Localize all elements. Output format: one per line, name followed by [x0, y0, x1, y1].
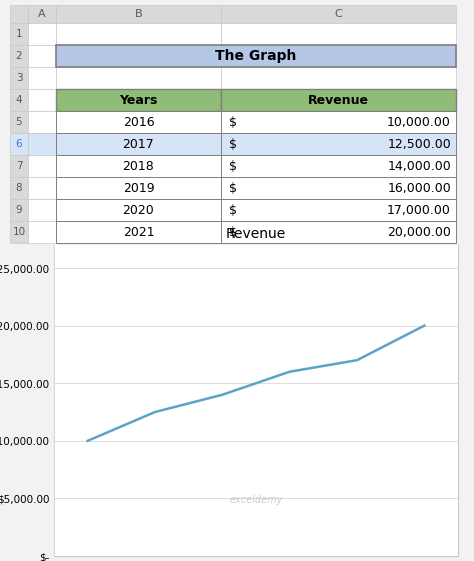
Text: $: $ — [229, 182, 237, 195]
Bar — [56, 45, 456, 67]
Text: 14,000.00: 14,000.00 — [387, 159, 451, 172]
Bar — [28, 133, 56, 155]
Bar — [221, 5, 456, 23]
Text: 3: 3 — [16, 73, 22, 83]
Bar — [56, 133, 221, 155]
Text: 2017: 2017 — [123, 137, 155, 150]
Bar — [221, 133, 456, 155]
Bar — [221, 199, 456, 221]
Text: 2019: 2019 — [123, 182, 155, 195]
Bar — [28, 199, 56, 221]
Text: exceldemy: exceldemy — [229, 495, 283, 505]
Bar — [56, 177, 221, 199]
Text: $: $ — [229, 204, 237, 217]
Text: 10: 10 — [12, 227, 26, 237]
Bar — [10, 221, 28, 243]
Text: 2020: 2020 — [123, 204, 155, 217]
Bar — [56, 111, 221, 133]
Bar — [221, 155, 456, 177]
Bar — [54, 245, 458, 556]
Bar — [56, 67, 221, 89]
Bar — [221, 23, 456, 45]
Title: Revenue: Revenue — [226, 227, 286, 241]
Text: The Graph: The Graph — [215, 49, 297, 63]
Bar — [221, 89, 456, 111]
Text: $: $ — [229, 137, 237, 150]
Bar — [221, 177, 456, 199]
Bar — [221, 89, 456, 111]
Bar — [28, 111, 56, 133]
Bar — [221, 111, 456, 133]
Bar — [10, 67, 28, 89]
Text: $: $ — [229, 116, 237, 128]
Bar — [28, 89, 56, 111]
Text: 2018: 2018 — [123, 159, 155, 172]
Text: 2016: 2016 — [123, 116, 155, 128]
Bar — [56, 199, 221, 221]
Bar — [221, 45, 456, 67]
Text: 2021: 2021 — [123, 226, 155, 238]
Bar — [56, 111, 221, 133]
Bar — [221, 111, 456, 133]
Bar — [10, 111, 28, 133]
Text: A: A — [38, 9, 46, 19]
Bar — [10, 177, 28, 199]
Bar — [28, 155, 56, 177]
Bar — [56, 89, 221, 111]
Bar — [56, 5, 221, 23]
Bar — [56, 23, 221, 45]
Bar — [221, 67, 456, 89]
Bar — [28, 177, 56, 199]
Bar — [28, 221, 56, 243]
Bar — [10, 89, 28, 111]
Bar — [56, 221, 221, 243]
Bar — [10, 45, 28, 67]
Bar — [56, 133, 221, 155]
Bar — [56, 45, 221, 67]
Bar — [221, 177, 456, 199]
Bar — [56, 89, 221, 111]
Text: 2: 2 — [16, 51, 22, 61]
Bar — [56, 155, 221, 177]
Text: 1: 1 — [16, 29, 22, 39]
Bar — [221, 155, 456, 177]
Bar — [221, 221, 456, 243]
Bar — [56, 177, 221, 199]
Bar — [10, 199, 28, 221]
Text: 7: 7 — [16, 161, 22, 171]
Text: 20,000.00: 20,000.00 — [387, 226, 451, 238]
Text: 16,000.00: 16,000.00 — [387, 182, 451, 195]
Text: $: $ — [229, 226, 237, 238]
Bar — [28, 67, 56, 89]
Bar — [28, 5, 56, 23]
Bar — [221, 199, 456, 221]
Bar — [10, 23, 28, 45]
Bar — [221, 133, 456, 155]
Bar — [28, 23, 56, 45]
Bar — [56, 221, 221, 243]
Text: 17,000.00: 17,000.00 — [387, 204, 451, 217]
Text: 10,000.00: 10,000.00 — [387, 116, 451, 128]
Bar — [221, 221, 456, 243]
Text: B: B — [135, 9, 142, 19]
Text: 5: 5 — [16, 117, 22, 127]
Text: $: $ — [229, 159, 237, 172]
Text: 12,500.00: 12,500.00 — [387, 137, 451, 150]
Bar — [10, 155, 28, 177]
Bar — [10, 5, 28, 23]
Text: 9: 9 — [16, 205, 22, 215]
Bar — [10, 133, 28, 155]
Text: Years: Years — [119, 94, 158, 107]
Text: Revenue: Revenue — [308, 94, 369, 107]
Bar — [28, 45, 56, 67]
Bar — [56, 155, 221, 177]
Text: 4: 4 — [16, 95, 22, 105]
Text: 6: 6 — [16, 139, 22, 149]
Bar — [56, 199, 221, 221]
Text: 8: 8 — [16, 183, 22, 193]
Text: C: C — [335, 9, 342, 19]
